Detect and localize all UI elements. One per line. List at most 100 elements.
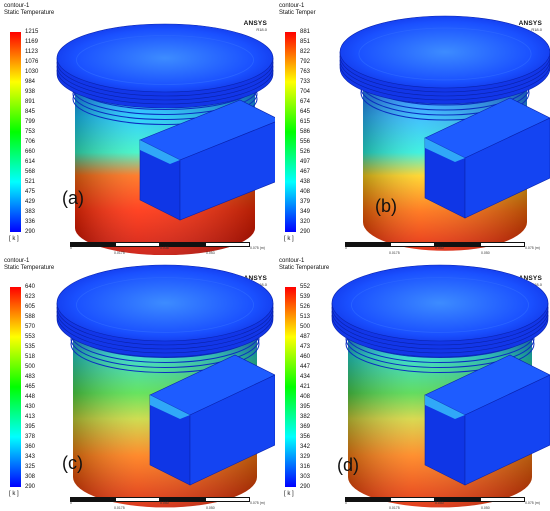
colorbar-tick-label: 526	[300, 149, 311, 155]
scale-bar-label: 0.075 (m)	[525, 246, 540, 250]
colorbar-tick-label: 938	[25, 89, 36, 95]
colorbar-tick-label: 500	[300, 324, 311, 330]
variable-name: Static Temperature	[4, 10, 55, 16]
scale-bar-label: 0	[70, 246, 72, 250]
panel-letter: (c)	[62, 453, 83, 473]
colorbar-ticks: 640 623 605 588 570 553 535 518 500 483 465 448 430 4…	[25, 284, 55, 490]
scale-bar-label: 0.050	[160, 501, 169, 505]
scale-bar: 0 0.050 0.075 (m) 0.0175 0.050	[345, 242, 540, 255]
colorbar-tick-label: 1076	[25, 59, 39, 65]
colorbar-tick-label: 851	[300, 39, 311, 45]
scale-bar-label: 0.038	[160, 246, 169, 250]
block-front	[189, 374, 275, 486]
panel-header: contour-1 Static Temperature	[279, 258, 329, 272]
scale-bar-label: 0.050	[481, 506, 490, 510]
colorbar-tick-label: 556	[300, 139, 311, 145]
colorbar-tick-label: 325	[25, 464, 36, 470]
block-contact-gradient	[425, 395, 465, 419]
scale-bar-label: 0.050	[481, 251, 490, 255]
variable-name: Static Temperature	[4, 265, 55, 271]
contour-name: contour-1	[4, 258, 30, 264]
colorbar-tick-label: 336	[25, 219, 36, 225]
colorbar-tick-label: 342	[300, 444, 311, 450]
colorbar-tick-label: 487	[300, 334, 311, 340]
colorbar-tick-label: 290	[25, 229, 36, 235]
ansys-logo: ANSYS R18.0	[243, 275, 267, 287]
scale-bar-label: 0.075 (m)	[250, 501, 265, 505]
colorbar-ticks: 881 851 822 792 763 733 704 674 645 615 586 556 526 4…	[300, 29, 330, 235]
ansys-logo: ANSYS R18.0	[518, 20, 542, 32]
heat-sink-assembly	[339, 15, 550, 251]
panel-d: contour-1 Static Temperature ANSYS R18.0…	[275, 255, 550, 510]
unit-label: [ k ]	[9, 491, 19, 497]
colorbar-tick-label: 518	[25, 354, 36, 360]
colorbar	[10, 32, 21, 232]
scale-bar-label: 0.0175	[389, 251, 400, 255]
scale-bar-label: 0.050	[206, 506, 215, 510]
colorbar-tick-label: 447	[300, 364, 311, 370]
colorbar-tick-label: 413	[25, 414, 36, 420]
cap-groove	[339, 59, 550, 97]
scale-bar-label: 0.075 (m)	[525, 501, 540, 505]
colorbar-tick-label: 706	[25, 139, 36, 145]
scale-bar-segments	[70, 497, 250, 502]
colorbar-tick-label: 881	[300, 29, 311, 35]
colorbar-ticks: 552 539 526 513 500 487 473 460 447 434 421 408 395 3…	[300, 284, 330, 490]
colorbar-tick-label: 369	[300, 424, 311, 430]
scale-bar-segments	[345, 242, 525, 247]
scale-bar-label: 0	[70, 501, 72, 505]
unit-label: [ k ]	[284, 236, 294, 242]
temperature-contour-render	[56, 23, 275, 255]
panel-letter: (a)	[62, 188, 84, 208]
heat-sink-assembly	[56, 23, 275, 255]
colorbar-tick-label: 553	[25, 334, 36, 340]
colorbar-tick-label: 1030	[25, 69, 39, 75]
unit-label: [ k ]	[284, 491, 294, 497]
colorbar-tick-label: 1123	[25, 49, 38, 55]
colorbar-tick-label: 360	[25, 444, 36, 450]
ansys-logo: ANSYS R18.0	[518, 275, 542, 287]
colorbar-tick-label: 640	[25, 284, 36, 290]
panel-header: contour-1 Static Temperature	[4, 258, 54, 272]
colorbar-tick-label: 408	[300, 189, 311, 195]
colorbar	[285, 32, 296, 232]
heat-sink-assembly	[56, 264, 275, 508]
colorbar-tick-label: 320	[300, 219, 311, 225]
variable-name: Static Temper	[279, 10, 316, 16]
block-front	[179, 121, 275, 221]
colorbar-tick-label: 329	[300, 454, 311, 460]
cap-top	[331, 264, 549, 342]
scale-bar-label: 0.053	[206, 251, 215, 255]
scale-bar-label: 0.075 (m)	[250, 246, 265, 250]
cap-top	[339, 15, 550, 89]
temperature-contour-render	[331, 264, 550, 508]
colorbar-tick-label: 623	[25, 294, 36, 300]
scale-bar-label: 0.0175	[114, 506, 125, 510]
colorbar-tick-label: 552	[300, 284, 311, 290]
colorbar-tick-label: 356	[300, 434, 311, 440]
cap-inner-rim	[358, 27, 532, 81]
cap-groove	[56, 65, 274, 101]
temperature-contour-render	[56, 264, 275, 508]
colorbar-tick-label: 539	[300, 294, 311, 300]
scale-bar-segments	[70, 242, 250, 247]
scale-bar: 0 0.038 0.075 (m) 0.0175 0.053	[70, 242, 265, 255]
colorbar-tick-label: 395	[25, 424, 36, 430]
scale-bar-label: 0.050	[435, 501, 444, 505]
colorbar-tick-label: 704	[300, 89, 311, 95]
colorbar-tick-label: 500	[25, 364, 36, 370]
contour-name: contour-1	[279, 3, 305, 9]
colorbar-tick-label: 1169	[25, 39, 38, 45]
colorbar-tick-label: 421	[300, 384, 311, 390]
colorbar-tick-label: 382	[300, 414, 311, 420]
ansys-logo: ANSYS R18.0	[243, 20, 267, 32]
colorbar-tick-label: 430	[25, 404, 36, 410]
unit-label: [ k ]	[9, 236, 19, 242]
colorbar-tick-label: 799	[25, 119, 36, 125]
colorbar-tick-label: 733	[300, 79, 311, 85]
colorbar-tick-label: 308	[25, 474, 36, 480]
panel-letter: (b)	[375, 196, 397, 216]
colorbar-tick-label: 408	[300, 394, 311, 400]
colorbar	[10, 287, 21, 487]
colorbar-tick-label: 290	[300, 229, 311, 235]
